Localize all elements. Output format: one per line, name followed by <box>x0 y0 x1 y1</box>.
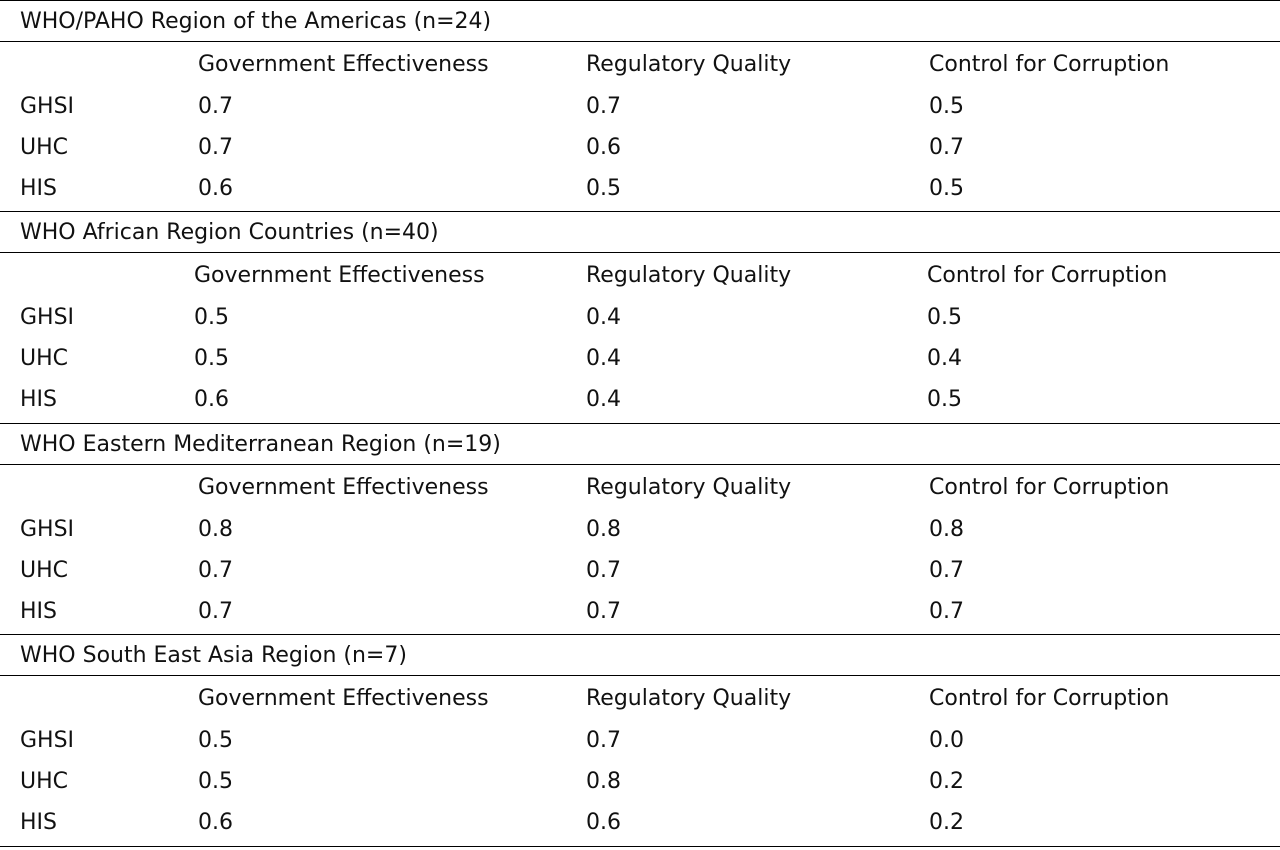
row-label: UHC <box>20 558 69 583</box>
row-label: UHC <box>20 346 69 371</box>
table-cell: 0.8 <box>198 517 233 542</box>
table-cell: 0.6 <box>586 135 621 160</box>
column-header-row: Government Effectiveness Regulatory Qual… <box>0 44 1280 85</box>
table-cell: 0.5 <box>194 305 229 330</box>
column-header: Government Effectiveness <box>198 686 489 711</box>
table-cell: 0.5 <box>927 305 962 330</box>
column-header: Control for Corruption <box>929 475 1170 500</box>
table-cell: 0.6 <box>586 810 621 835</box>
table-row: HIS 0.6 0.4 0.5 <box>0 379 1280 420</box>
column-header-row: Government Effectiveness Regulatory Qual… <box>0 467 1280 508</box>
table-cell: 0.7 <box>586 94 621 119</box>
table-cell: 0.7 <box>198 558 233 583</box>
column-header: Control for Corruption <box>929 52 1170 77</box>
table-cell: 0.4 <box>586 305 621 330</box>
column-header: Government Effectiveness <box>198 475 489 500</box>
column-header: Regulatory Quality <box>586 686 792 711</box>
row-label: UHC <box>20 135 69 160</box>
column-header: Regulatory Quality <box>586 263 792 288</box>
region-title: WHO South East Asia Region (n=7) <box>20 643 407 668</box>
table-row: UHC 0.7 0.6 0.7 <box>0 127 1280 168</box>
region-section: WHO/PAHO Region of the Americas (n=24) G… <box>0 0 1280 211</box>
table-row: GHSI 0.5 0.4 0.5 <box>0 297 1280 338</box>
row-label: GHSI <box>20 517 75 542</box>
table-cell: 0.7 <box>929 558 964 583</box>
table-row: GHSI 0.5 0.7 0.0 <box>0 720 1280 761</box>
table-cell: 0.8 <box>586 769 621 794</box>
table-cell: 0.2 <box>929 810 964 835</box>
table-cell: 0.8 <box>929 517 964 542</box>
region-title-row: WHO/PAHO Region of the Americas (n=24) <box>0 0 1280 42</box>
table-bottom-rule <box>0 846 1280 847</box>
column-header: Government Effectiveness <box>198 52 489 77</box>
table-cell: 0.5 <box>198 769 233 794</box>
column-header-row: Government Effectiveness Regulatory Qual… <box>0 678 1280 719</box>
table-cell: 0.7 <box>198 135 233 160</box>
table-cell: 0.7 <box>586 728 621 753</box>
row-label: GHSI <box>20 728 75 753</box>
region-title-row: WHO South East Asia Region (n=7) <box>0 634 1280 676</box>
column-header: Government Effectiveness <box>194 263 485 288</box>
row-label: GHSI <box>20 305 75 330</box>
table-cell: 0.4 <box>586 346 621 371</box>
table-row: UHC 0.5 0.4 0.4 <box>0 338 1280 379</box>
table-cell: 0.7 <box>929 599 964 624</box>
region-section: WHO Eastern Mediterranean Region (n=19) … <box>0 423 1280 634</box>
table-row: GHSI 0.8 0.8 0.8 <box>0 509 1280 550</box>
table-row: HIS 0.6 0.5 0.5 <box>0 168 1280 209</box>
table-cell: 0.7 <box>198 94 233 119</box>
table-cell: 0.5 <box>929 176 964 201</box>
table-cell: 0.5 <box>194 346 229 371</box>
table-row: UHC 0.5 0.8 0.2 <box>0 761 1280 802</box>
table-cell: 0.5 <box>586 176 621 201</box>
table-cell: 0.7 <box>586 599 621 624</box>
table-cell: 0.6 <box>198 810 233 835</box>
row-label: HIS <box>20 599 57 624</box>
row-label: GHSI <box>20 94 75 119</box>
column-header: Regulatory Quality <box>586 475 792 500</box>
table-cell: 0.7 <box>929 135 964 160</box>
region-section: WHO South East Asia Region (n=7) Governm… <box>0 634 1280 845</box>
row-label: HIS <box>20 387 57 412</box>
region-title-row: WHO Eastern Mediterranean Region (n=19) <box>0 423 1280 465</box>
table-cell: 0.0 <box>929 728 964 753</box>
table-row: UHC 0.7 0.7 0.7 <box>0 550 1280 591</box>
table-cell: 0.5 <box>929 94 964 119</box>
region-section: WHO African Region Countries (n=40) Gove… <box>0 211 1280 422</box>
row-label: UHC <box>20 769 69 794</box>
region-title: WHO African Region Countries (n=40) <box>20 220 439 245</box>
column-header-row: Government Effectiveness Regulatory Qual… <box>0 255 1280 296</box>
column-header: Control for Corruption <box>927 263 1168 288</box>
table-cell: 0.6 <box>198 176 233 201</box>
table-cell: 0.8 <box>586 517 621 542</box>
table-row: HIS 0.7 0.7 0.7 <box>0 591 1280 632</box>
table-cell: 0.5 <box>198 728 233 753</box>
row-label: HIS <box>20 810 57 835</box>
table-cell: 0.4 <box>927 346 962 371</box>
table-cell: 0.2 <box>929 769 964 794</box>
table-cell: 0.4 <box>586 387 621 412</box>
table-row: HIS 0.6 0.6 0.2 <box>0 802 1280 843</box>
table-cell: 0.6 <box>194 387 229 412</box>
region-title-row: WHO African Region Countries (n=40) <box>0 211 1280 253</box>
table-cell: 0.5 <box>927 387 962 412</box>
table-cell: 0.7 <box>586 558 621 583</box>
table-row: GHSI 0.7 0.7 0.5 <box>0 86 1280 127</box>
region-title: WHO/PAHO Region of the Americas (n=24) <box>20 9 492 34</box>
region-title: WHO Eastern Mediterranean Region (n=19) <box>20 432 501 457</box>
column-header: Regulatory Quality <box>586 52 792 77</box>
column-header: Control for Corruption <box>929 686 1170 711</box>
table-cell: 0.7 <box>198 599 233 624</box>
row-label: HIS <box>20 176 57 201</box>
